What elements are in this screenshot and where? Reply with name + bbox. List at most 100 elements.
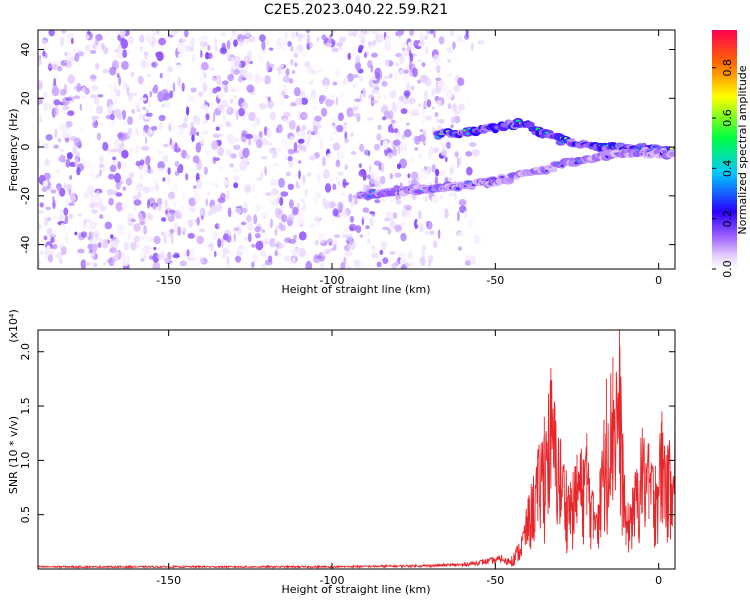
spectrogram-speckle <box>306 30 310 34</box>
spectrogram-speckle <box>469 255 476 265</box>
spectrogram-speckle <box>138 112 143 121</box>
spectrogram-speckle <box>90 192 97 203</box>
spectrogram-speckle <box>308 223 316 229</box>
spectrogram-speckle <box>171 30 180 34</box>
spectrogram-speckle <box>182 226 187 233</box>
spectrogram-speckle <box>315 191 322 199</box>
spectrogram-speckle <box>452 41 456 50</box>
spectrogram-speckle <box>45 44 48 52</box>
spectrogram-speckle <box>324 249 331 255</box>
spectrogram-speckle <box>196 131 200 136</box>
spectrogram-speckle <box>359 74 363 82</box>
spectrogram-speckle <box>270 111 276 121</box>
spectrogram-speckle <box>409 60 412 70</box>
spectrogram-speckle <box>456 157 460 168</box>
spectrogram-speckle <box>341 209 348 219</box>
spectrogram-speckle <box>157 167 164 173</box>
spectrogram-speckle <box>60 36 64 48</box>
spectrogram-speckle <box>107 83 113 88</box>
spectrogram-speckle <box>122 186 127 191</box>
spectrogram-speckle <box>39 202 44 208</box>
spectrogram-speckle <box>340 261 346 269</box>
spectrogram-speckle <box>233 227 240 232</box>
y-tick-label: 0.5 <box>19 506 32 524</box>
spectrogram-speckle <box>342 178 347 189</box>
spectrogram-speckle <box>217 238 222 248</box>
spectrogram-speckle <box>91 116 97 123</box>
spectrogram-speckle <box>212 231 218 240</box>
spectrogram-speckle <box>406 122 410 126</box>
spectrogram-speckle <box>74 231 78 236</box>
spectrogram-speckle <box>190 127 197 137</box>
spectrogram-speckle <box>210 159 214 164</box>
spectrogram-speckle <box>255 240 264 251</box>
spectrogram-speckle <box>270 218 273 229</box>
spectrogram-speckle <box>91 85 99 91</box>
spectrogram-speckle <box>348 112 355 117</box>
spectrogram-speckle <box>110 234 114 240</box>
spectrogram-speckle <box>38 139 41 147</box>
spectrogram-speckle <box>186 249 190 257</box>
spectrogram-speckle <box>76 167 81 176</box>
spectrogram-speckle <box>280 100 284 108</box>
spectrogram-speckle <box>56 168 60 174</box>
spectrogram-speckle <box>282 240 287 248</box>
spectrogram-speckle <box>233 144 241 150</box>
spectrogram-speckle <box>48 254 54 263</box>
spectrogram-speckle <box>53 106 59 117</box>
spectrogram-speckle <box>437 229 441 239</box>
spectrogram-speckle <box>371 52 378 58</box>
spectrogram-speckle <box>118 229 125 238</box>
spectrogram-speckle <box>117 224 125 230</box>
spectrogram-speckle <box>217 165 225 173</box>
spectrogram-speckle <box>65 120 73 128</box>
spectrogram-speckle <box>126 86 130 97</box>
spectrogram-frame <box>37 29 676 270</box>
spectrogram-speckle <box>399 117 403 123</box>
spectrogram-speckle <box>44 248 49 259</box>
spectrogram-speckle <box>407 250 413 260</box>
spectrogram-speckle <box>356 103 360 109</box>
spectrogram-speckle <box>331 115 340 122</box>
spectrogram-speckle <box>92 42 97 50</box>
spectrogram-speckle <box>123 242 129 251</box>
spectrogram-speckle <box>174 160 180 167</box>
spectrogram-speckle <box>61 30 66 34</box>
spectrogram-speckle <box>187 95 196 103</box>
spectrogram-speckle <box>55 199 59 204</box>
spectrogram-speckle <box>287 41 292 47</box>
spectrogram-speckle <box>212 133 220 139</box>
spectrogram-speckle <box>93 96 99 106</box>
spectrogram-speckle <box>227 105 231 113</box>
spectrogram-speckle <box>51 214 57 220</box>
spectrogram-speckle <box>457 232 465 238</box>
spectrogram-speckle <box>242 147 250 158</box>
spectrogram-speckle <box>115 192 123 197</box>
spectrogram-speckle <box>359 143 365 152</box>
spectrogram-speckle <box>297 110 301 120</box>
spectrogram-speckle <box>312 70 317 75</box>
spectrogram-speckle <box>288 78 294 84</box>
spectrogram-speckle <box>53 144 59 149</box>
spectrogram-speckle <box>331 99 335 105</box>
spectrogram-speckle <box>382 257 389 264</box>
spectrogram-speckle <box>276 147 282 152</box>
spectrogram-speckle <box>85 262 92 266</box>
spectrogram-speckle <box>288 120 296 130</box>
spectrogram-speckle <box>149 90 153 98</box>
spectrogram-speckle <box>287 183 294 190</box>
spectrogram-speckle <box>422 129 427 136</box>
spectrogram-speckle <box>254 73 259 77</box>
spectrogram-track-1-halo <box>547 167 558 173</box>
spectrogram-speckle <box>128 127 132 138</box>
spectrogram-speckle <box>296 184 301 189</box>
spectrogram-speckle <box>374 143 380 151</box>
spectrogram-track-0-core <box>465 132 470 135</box>
spectrogram-speckle <box>113 84 117 94</box>
spectrogram-speckle <box>288 199 294 209</box>
spectrogram-speckle <box>209 87 213 97</box>
spectrogram-speckle <box>416 79 422 84</box>
spectrogram-speckle <box>368 165 372 173</box>
spectrogram-speckle <box>65 51 72 62</box>
spectrogram-speckle <box>123 255 131 266</box>
